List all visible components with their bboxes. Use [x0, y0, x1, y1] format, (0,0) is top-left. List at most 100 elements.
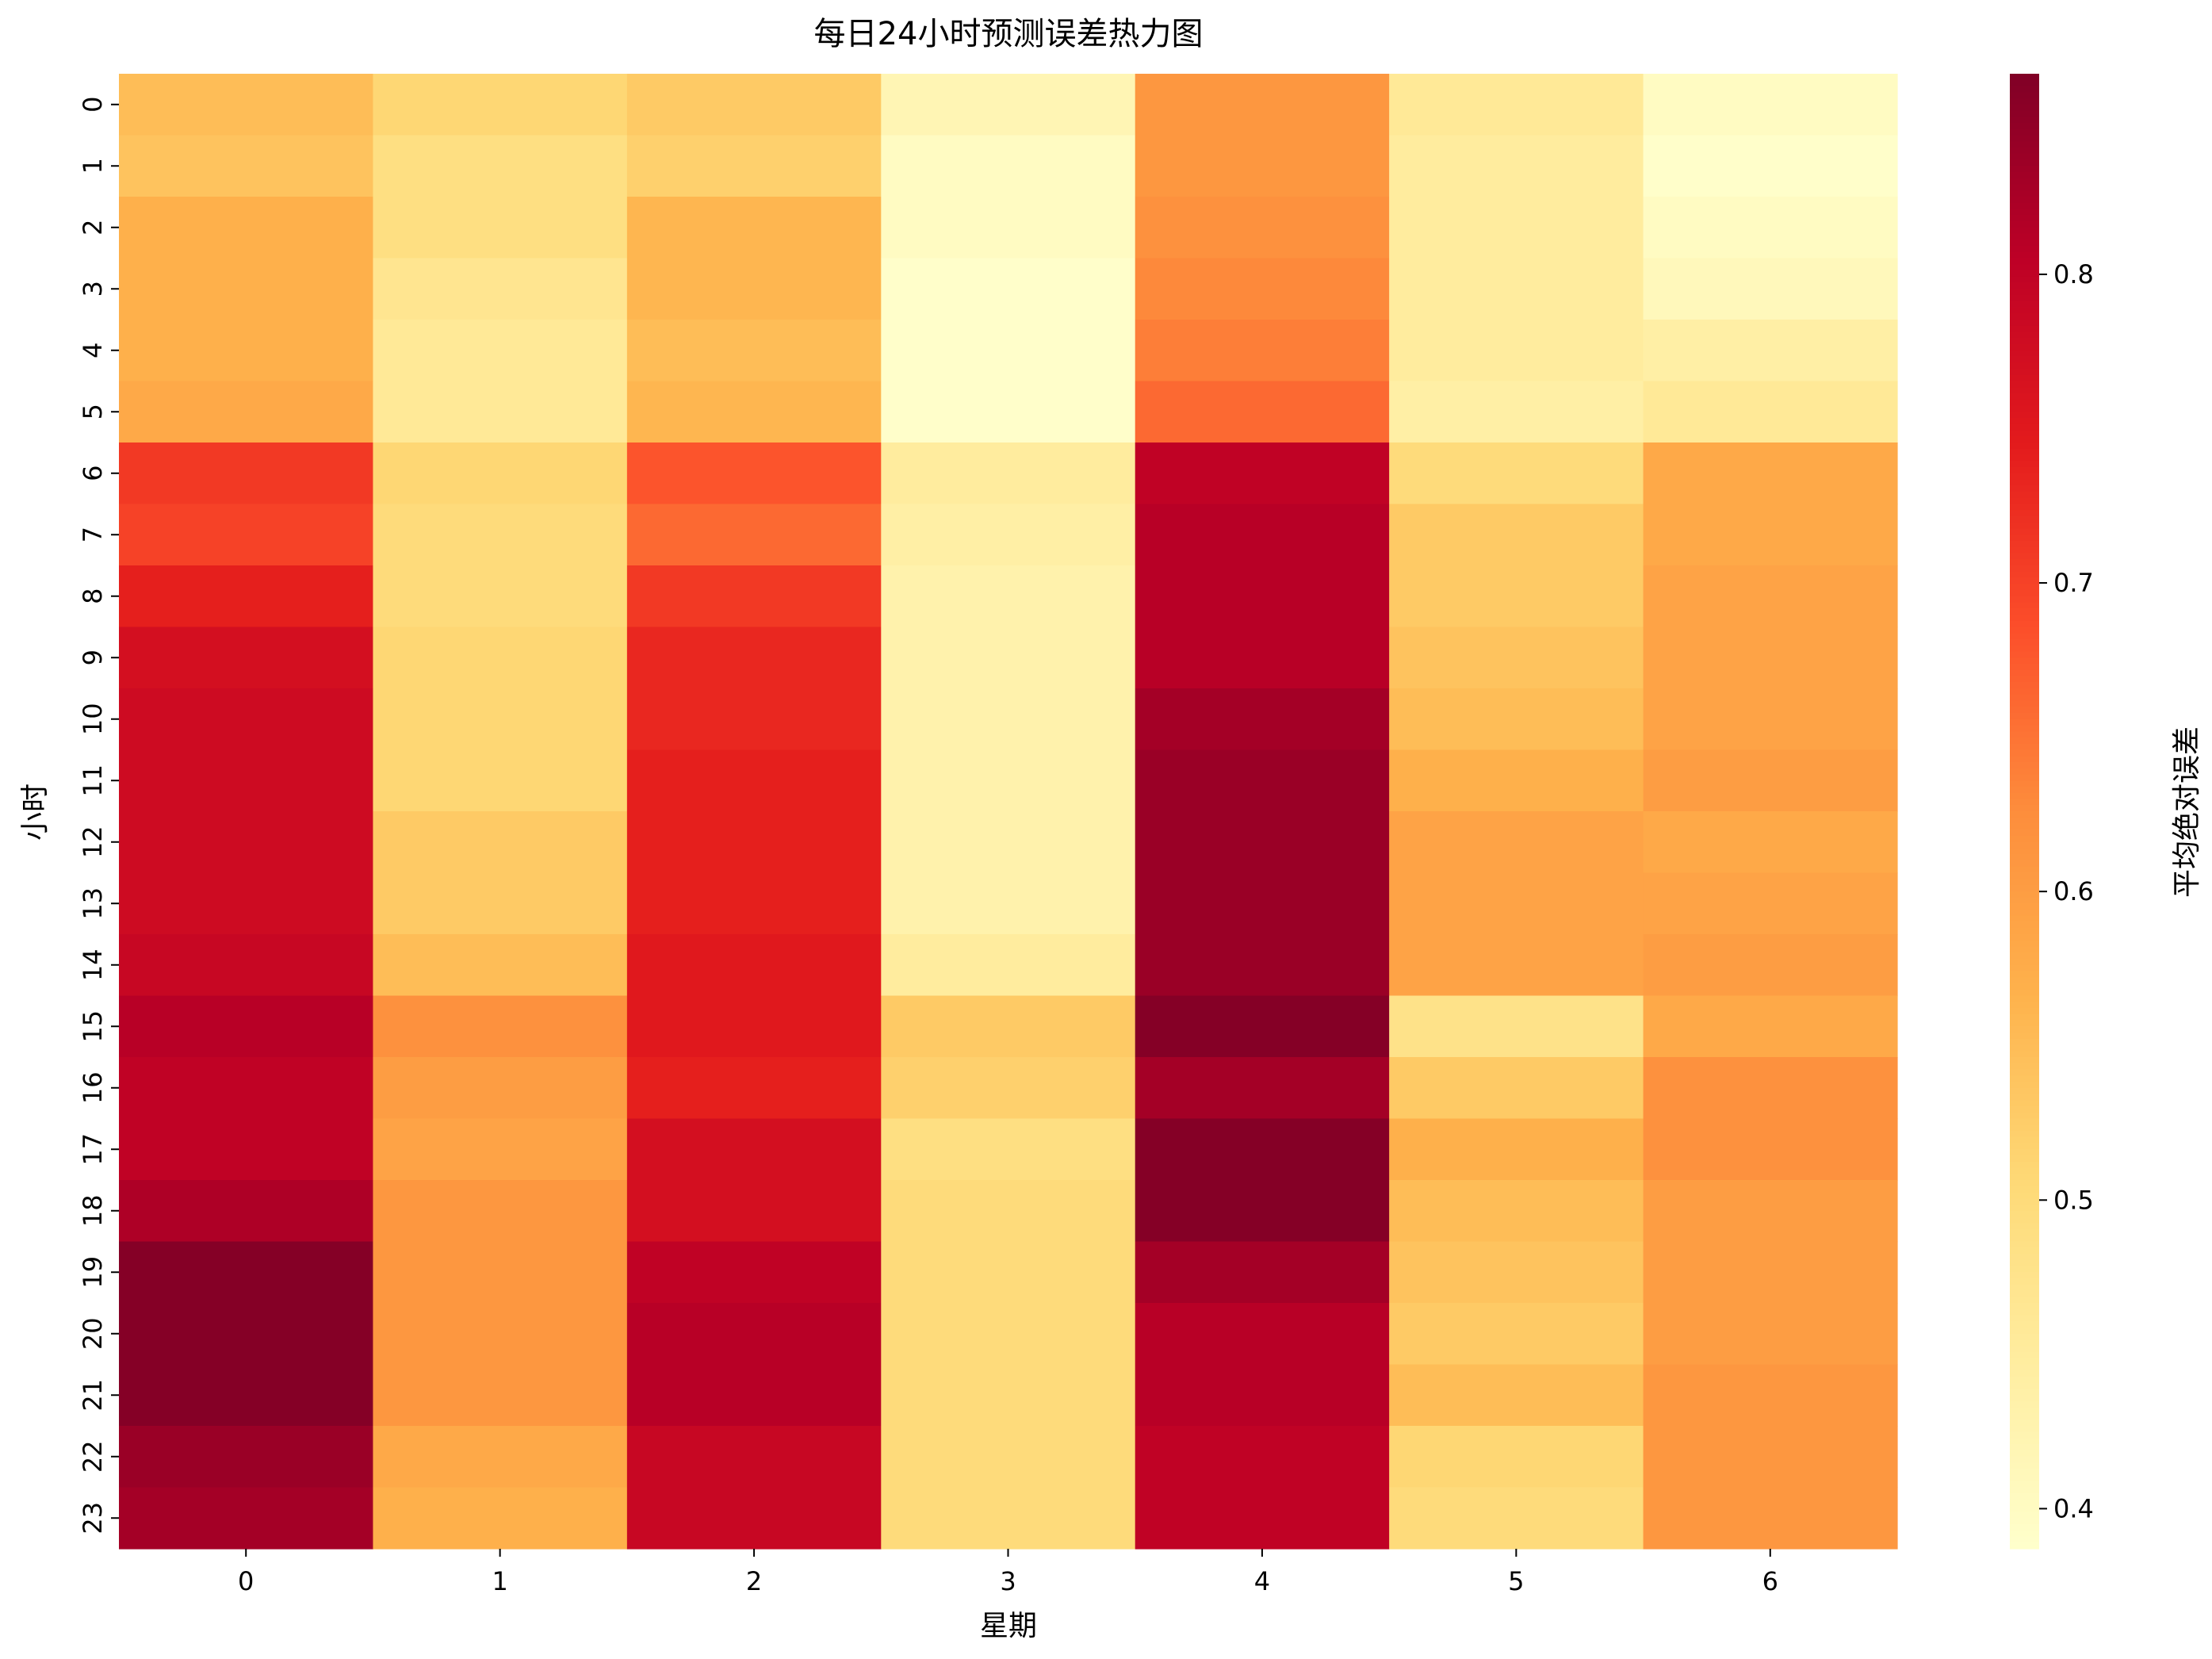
colorbar-segment: [2010, 860, 2039, 868]
heatmap-cell: [1643, 995, 1898, 1058]
heatmap-cell: [119, 565, 374, 628]
colorbar-segment: [2010, 1069, 2039, 1076]
heatmap-cell: [1389, 872, 1644, 935]
colorbar-segment: [2010, 233, 2039, 240]
heatmap-cell: [373, 1118, 628, 1181]
colorbar-segment: [2010, 418, 2039, 425]
heatmap-cell: [119, 135, 374, 197]
heatmap-cell: [626, 1487, 882, 1550]
heatmap-cell: [1389, 258, 1644, 320]
heatmap-cell: [1135, 381, 1390, 443]
colorbar-segment: [2010, 331, 2039, 339]
y-axis-label: 小时: [19, 784, 52, 841]
colorbar-segment: [2010, 983, 2039, 990]
heatmap-cell: [373, 320, 628, 382]
colorbar-segment: [2010, 264, 2039, 271]
x-tick-label: 2: [746, 1566, 762, 1596]
colorbar-segment: [2010, 885, 2039, 892]
heatmap-cell: [626, 565, 882, 628]
heatmap-cell: [119, 443, 374, 505]
colorbar-segment: [2010, 915, 2039, 923]
heatmap-cell: [1389, 1057, 1644, 1120]
heatmap-cell: [881, 934, 1136, 997]
heatmap-cell: [881, 1057, 1136, 1120]
colorbar-segment: [2010, 1303, 2039, 1310]
colorbar-segment: [2010, 202, 2039, 210]
colorbar-segment: [2010, 153, 2039, 161]
colorbar-segment: [2010, 135, 2039, 142]
heatmap-cell: [119, 1364, 374, 1427]
colorbar-segment: [2010, 325, 2039, 333]
heatmap-cell: [1135, 443, 1390, 505]
heatmap-cell: [373, 811, 628, 874]
colorbar-segment: [2010, 128, 2039, 136]
colorbar-segment: [2010, 79, 2039, 87]
colorbar-segment: [2010, 934, 2039, 941]
heatmap-cell: [626, 626, 882, 689]
heatmap-cell: [881, 135, 1136, 197]
colorbar-segment: [2010, 1235, 2039, 1243]
heatmap-cell: [626, 197, 882, 259]
colorbar-segment: [2010, 1174, 2039, 1181]
heatmap-cell: [881, 626, 1136, 689]
colorbar-segment: [2010, 1333, 2039, 1341]
colorbar-segment: [2010, 1505, 2039, 1513]
heatmap-cell: [881, 688, 1136, 751]
colorbar-segment: [2010, 836, 2039, 843]
colorbar-segment: [2010, 1401, 2039, 1408]
heatmap-cell: [1389, 1180, 1644, 1243]
colorbar-segment: [2010, 166, 2039, 173]
heatmap-cell: [119, 1303, 374, 1366]
colorbar-segment: [2010, 1180, 2039, 1187]
heatmap-cell: [373, 443, 628, 505]
colorbar-segment: [2010, 307, 2039, 314]
colorbar-segment: [2010, 768, 2039, 776]
colorbar-segment: [2010, 86, 2039, 93]
colorbar-segment: [2010, 1407, 2039, 1415]
heatmap-cell: [626, 1426, 882, 1489]
colorbar-segment: [2010, 320, 2039, 327]
colorbar-segment: [2010, 1530, 2039, 1538]
colorbar-segment: [2010, 1339, 2039, 1347]
colorbar-segment: [2010, 848, 2039, 855]
colorbar-segment: [2010, 872, 2039, 879]
colorbar-segment: [2010, 197, 2039, 204]
heatmap-cell: [881, 1118, 1136, 1181]
colorbar-segment: [2010, 1205, 2039, 1212]
colorbar-segment: [2010, 423, 2039, 431]
colorbar-segment: [2010, 1125, 2039, 1132]
colorbar-segment: [2010, 1033, 2039, 1040]
colorbar-segment: [2010, 762, 2039, 769]
colorbar-segment: [2010, 313, 2039, 320]
colorbar-segment: [2010, 1487, 2039, 1494]
heatmap-cell: [1389, 811, 1644, 874]
heatmap-cell: [373, 1364, 628, 1427]
colorbar-segment: [2010, 664, 2039, 671]
heatmap-cell: [1135, 504, 1390, 566]
x-tick-label: 0: [238, 1566, 254, 1596]
colorbar-segment: [2010, 1395, 2039, 1402]
colorbar-segment: [2010, 92, 2039, 99]
heatmap-cell: [626, 135, 882, 197]
colorbar-segment: [2010, 467, 2039, 474]
heatmap-cell: [881, 1241, 1136, 1304]
heatmap-cells: [119, 74, 1898, 1550]
colorbar-segment: [2010, 117, 2039, 124]
colorbar-segment: [2010, 1143, 2039, 1150]
heatmap-cell: [373, 565, 628, 628]
heatmap-cell: [1135, 320, 1390, 382]
heatmap-cell: [119, 811, 374, 874]
colorbar-segment: [2010, 148, 2039, 155]
x-tick-label: 6: [1762, 1566, 1778, 1596]
colorbar-segment: [2010, 1229, 2039, 1236]
colorbar-segment: [2010, 350, 2039, 358]
heatmap-cell: [1643, 1303, 1898, 1366]
chart-title: 每日24小时预测误差热力图: [814, 16, 1204, 52]
heatmap-cell: [1135, 688, 1390, 751]
y-tick-label: 2: [78, 220, 108, 236]
colorbar-segment: [2010, 633, 2039, 640]
colorbar-segment: [2010, 940, 2039, 948]
heatmap-cell: [1135, 1057, 1390, 1120]
colorbar-segment: [2010, 251, 2039, 259]
heatmap-cell: [1643, 443, 1898, 505]
